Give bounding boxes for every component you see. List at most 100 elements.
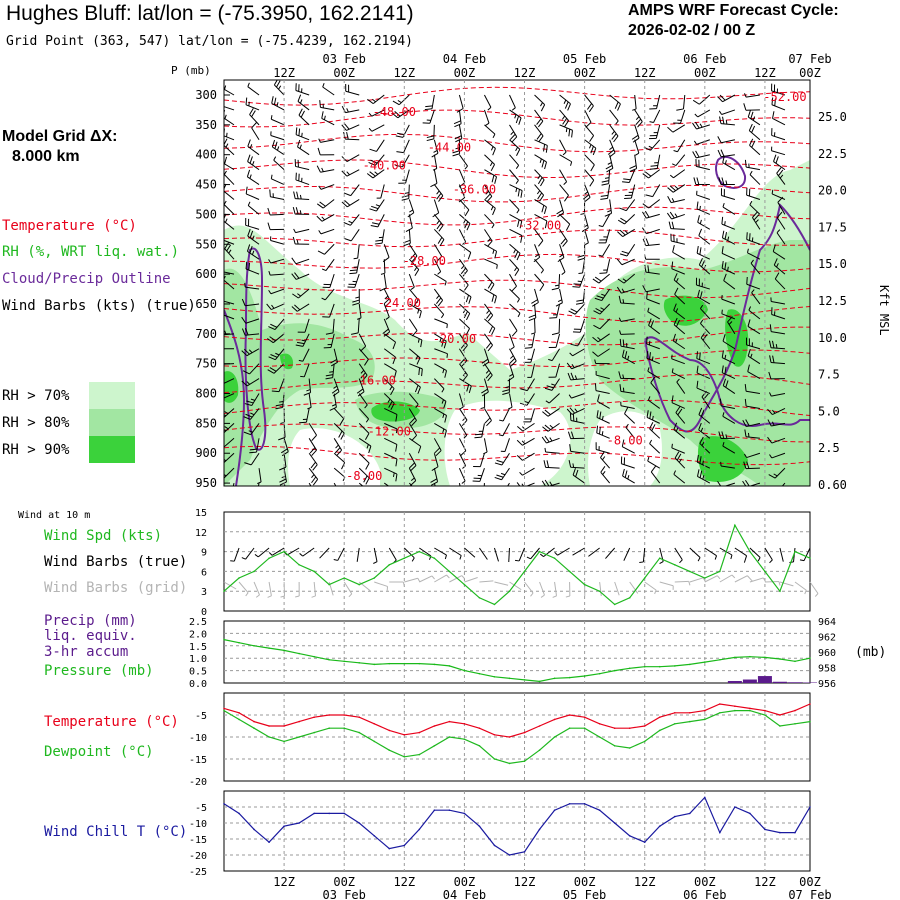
xs-wind-barb-feather [246, 169, 251, 177]
xs-wind-barb-feather [393, 370, 397, 378]
sfc-grid-barb [479, 580, 494, 583]
xs-wind-barb-feather [221, 307, 222, 314]
xs-wind-barb-staff [559, 258, 566, 273]
xs-wind-barb-staff [747, 326, 761, 335]
xs-wind-barb [481, 378, 489, 397]
xs-wind-barb-feather [494, 462, 503, 466]
pressure-line-point [598, 672, 601, 675]
xs-wind-barb [722, 155, 736, 171]
xs-wind-barb-feather [696, 380, 699, 389]
xs-wind-barb-staff [622, 475, 635, 484]
xs-wind-barb-staff [434, 348, 448, 355]
xs-wind-barb-feather [694, 121, 700, 129]
xs-wind-barb-staff [672, 340, 686, 350]
xs-wind-barb [596, 410, 610, 424]
sfc-grid-barb-staff [404, 577, 418, 583]
xs-wind-barb [509, 124, 518, 143]
xs-wind-barb-halffeather [674, 213, 678, 218]
xs-wind-barb-halffeather [675, 308, 679, 313]
xs-wind-barb-staff [433, 184, 444, 197]
xs-wind-barb [224, 239, 235, 245]
xs-wind-barb-staff [408, 318, 418, 331]
xs-wind-barb-staff [250, 452, 260, 466]
xs-wind-barb [358, 408, 370, 423]
dewpoint-line-point [238, 718, 240, 721]
xs-wind-barb-staff [371, 124, 385, 132]
xs-wind-barb-feather [292, 236, 296, 245]
top-time-tick: 12Z [634, 66, 656, 80]
xs-wind-barb [618, 371, 635, 380]
xs-wind-barb-feather [619, 207, 627, 212]
xs-wind-barb [575, 288, 586, 305]
wind-speed-line-point [253, 570, 255, 573]
xs-wind-barb-feather [767, 419, 772, 427]
dewpoint-line-point [643, 740, 646, 743]
xs-wind-barb-staff [433, 124, 435, 139]
xs-wind-barb-feather [487, 374, 493, 382]
sfc-grid-barb [253, 581, 260, 598]
xs-wind-barb [584, 94, 594, 113]
xs-wind-barb [358, 437, 372, 454]
xs-wind-barb [241, 298, 260, 307]
xs-wind-barb-staff [274, 348, 285, 360]
xs-wind-barb [319, 100, 335, 111]
xs-wind-barb-halffeather [462, 465, 466, 469]
xs-wind-barb [459, 318, 471, 336]
sfc-wind-barb-staff [557, 547, 570, 556]
xs-wind-barb-staff [458, 348, 468, 361]
xs-wind-barb-feather [411, 434, 417, 442]
sfc-wind-barb-staff [764, 547, 773, 561]
xs-wind-barb-feather [310, 461, 316, 469]
xs-wind-barb-feather [511, 136, 518, 143]
isotherm-label: -32.00 [518, 218, 561, 232]
pressure-line-point [794, 660, 796, 663]
xs-wind-barb [358, 348, 369, 366]
xs-wind-barb-feather [494, 476, 502, 481]
rh90-region-4 [725, 309, 749, 367]
xs-wind-barb-halffeather [514, 114, 517, 119]
xs-wind-barb-feather [411, 255, 418, 262]
sfc-wind-barb-halffeather [730, 554, 733, 560]
sfc-wind-barb-halffeather [526, 556, 531, 560]
xs-wind-barb-feather [592, 351, 599, 357]
xs-wind-barb-feather [744, 429, 747, 437]
xs-wind-barb [408, 288, 419, 307]
xs-wind-barb-staff [656, 154, 661, 169]
xs-wind-barb [483, 483, 485, 486]
xs-wind-barb-staff [346, 154, 360, 163]
xs-wind-barb [368, 124, 385, 132]
xs-wind-barb-staff [571, 363, 585, 370]
isotherm-line [224, 279, 810, 299]
sfc-grid-barb [295, 581, 300, 598]
xs-wind-barb [767, 436, 786, 444]
xs-wind-barb-halffeather [374, 171, 379, 175]
xs-wind-barb-feather [484, 193, 491, 200]
xs-wind-barb-staff [771, 104, 786, 111]
xs-wind-barb-feather [243, 348, 250, 355]
xs-wind-barb [383, 288, 392, 307]
xs-wind-barb-feather [434, 447, 441, 454]
xs-wind-barb-feather [463, 284, 469, 292]
xs-wind-barb [767, 419, 786, 427]
xs-wind-barb-staff [380, 184, 385, 199]
sfc-wind-barb-halffeather [554, 551, 558, 556]
sfc-wind-barb-feather [743, 555, 748, 563]
xs-wind-barb [308, 423, 318, 441]
temperature-line-point [328, 714, 330, 716]
xs-wind-barb-staff [271, 178, 285, 186]
xs-wind-barb-staff [671, 358, 685, 365]
xs-wind-barb-feather [311, 434, 317, 441]
sfc-wind-barb [704, 547, 718, 560]
windspd-tick: 12 [195, 528, 207, 539]
sfc-grid-barb-staff [659, 581, 674, 587]
xs-wind-barb-staff [671, 402, 685, 409]
xs-wind-barb [696, 454, 711, 469]
xs-wind-barb-feather [620, 217, 627, 223]
xs-wind-barb-feather [533, 256, 540, 263]
xs-wind-barb [722, 378, 736, 394]
xs-wind-barb-feather [437, 237, 443, 244]
xs-wind-barb-staff [224, 408, 235, 419]
xs-wind-barb-halffeather [436, 295, 440, 299]
xs-wind-barb [484, 94, 492, 111]
xs-wind-barb [721, 246, 736, 260]
